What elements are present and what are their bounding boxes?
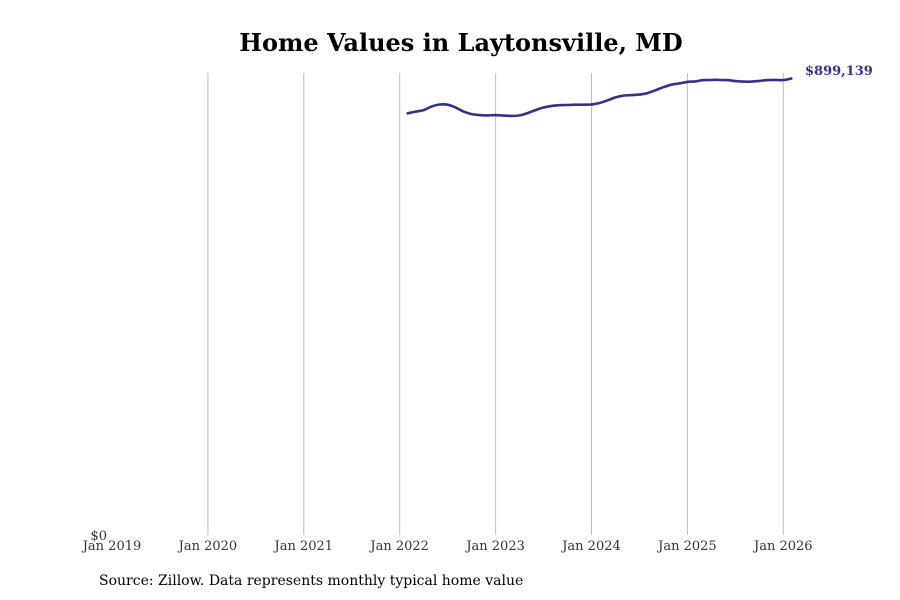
series-line xyxy=(406,77,793,118)
x-tick-label: Jan 2020 xyxy=(177,539,238,554)
x-tick-label: Jan 2023 xyxy=(464,539,525,554)
y-tick-label: $0 xyxy=(90,529,107,544)
chart-title: Home Values in Laytonsville, MD xyxy=(239,28,682,57)
x-tick-label: Jan 2022 xyxy=(368,539,429,554)
x-tick-label: Jan 2024 xyxy=(560,539,621,554)
x-tick-label: Jan 2021 xyxy=(273,539,334,554)
gridlines xyxy=(207,73,784,535)
end-value-label: $899,139 xyxy=(805,64,873,79)
x-tick-label: Jan 2026 xyxy=(752,539,813,554)
x-axis-ticks: Jan 2019 Jan 2020 Jan 2021 Jan 2022 Jan 2023… xyxy=(81,539,813,554)
x-tick-label: Jan 2019 xyxy=(81,539,142,554)
x-tick-label: Jan 2025 xyxy=(656,539,717,554)
source-note: Source: Zillow. Data represents monthly … xyxy=(99,573,524,589)
